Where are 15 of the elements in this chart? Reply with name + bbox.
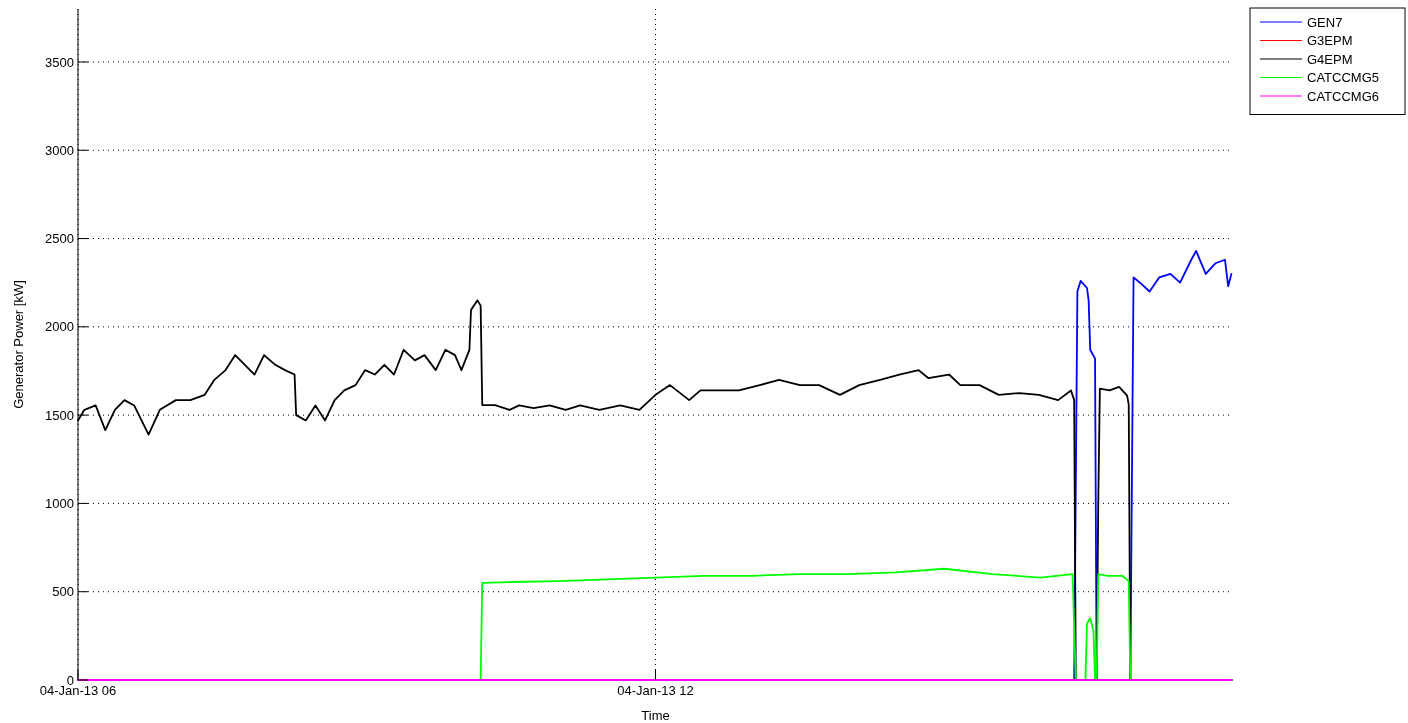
y-tick-label: 500 — [52, 584, 74, 600]
y-tick-label: 3500 — [45, 54, 74, 70]
legend-label: CATCCMG5 — [1307, 70, 1379, 86]
legend-label: CATCCMG6 — [1307, 88, 1379, 104]
legend-label: G4EPM — [1307, 51, 1353, 67]
x-tick-label: 04-Jan-13 12 — [617, 683, 694, 698]
legend-label: GEN7 — [1307, 14, 1343, 30]
y-tick-label: 3000 — [45, 142, 74, 158]
y-tick-label: 1000 — [45, 495, 74, 511]
legend-label: G3EPM — [1307, 33, 1353, 49]
y-tick-label: 2500 — [45, 231, 74, 247]
y-axis-title: Generator Power [kW] — [11, 280, 26, 409]
y-tick-label: 1500 — [45, 407, 74, 423]
x-axis-title: Time — [641, 708, 670, 723]
y-tick-label: 2000 — [45, 319, 74, 335]
